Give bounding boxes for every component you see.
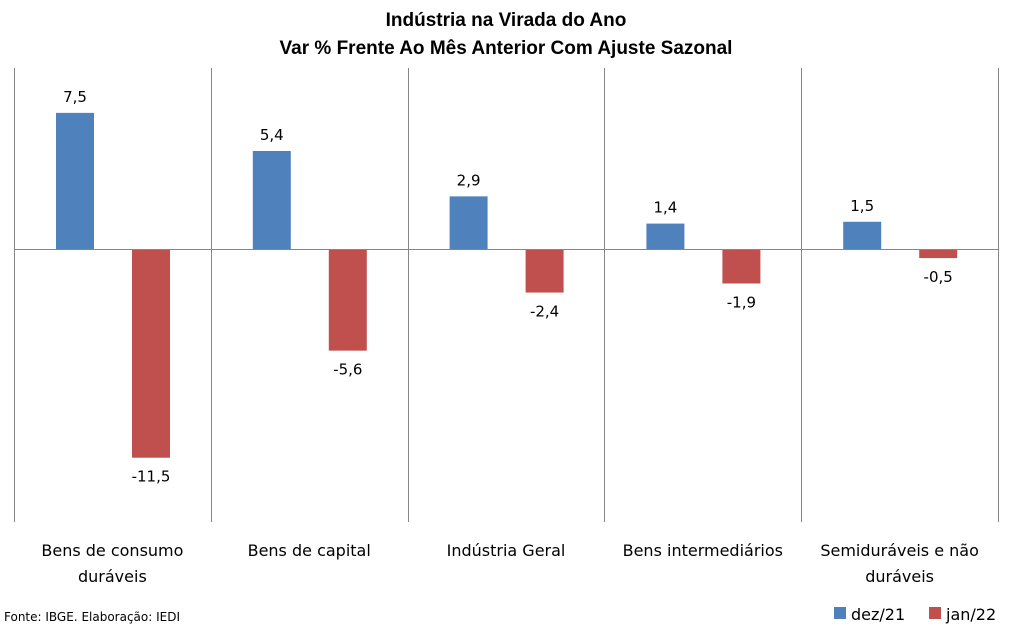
chart-title: Indústria na Virada do Ano [386, 10, 627, 31]
category-label: Bens de capital [248, 541, 371, 560]
legend-swatch [929, 607, 941, 619]
data-label: -1,9 [727, 293, 756, 311]
data-label: 1,4 [653, 199, 677, 217]
legend: dez/21 jan/22 [834, 605, 996, 624]
category-labels: Bens de consumo duráveis Bens de capital In… [41, 541, 979, 586]
bar-jan22 [328, 249, 367, 351]
data-label: 2,9 [457, 171, 481, 189]
data-labels: 7,5 5,4 2,9 1,4 1,5 -11,5 -5,6 -2,4 -1,9 -0,5 [63, 88, 953, 486]
bar-jan22 [722, 249, 761, 284]
category-label: Semiduráveis e não [820, 541, 979, 560]
bar-dez21 [646, 223, 685, 249]
bar-jan22 [525, 249, 564, 293]
data-label: -11,5 [132, 468, 171, 486]
legend-label: jan/22 [945, 605, 996, 624]
data-label: 7,5 [63, 88, 87, 106]
category-label: Indústria Geral [447, 541, 566, 560]
category-label: Bens de consumo [41, 541, 183, 560]
data-label: 1,5 [850, 197, 874, 215]
bar-dez21 [56, 112, 94, 249]
bars [56, 112, 958, 458]
category-label: Bens intermediários [623, 541, 783, 560]
bar-dez21 [843, 221, 882, 249]
bar-dez21 [449, 196, 488, 249]
bar-jan22 [919, 249, 958, 259]
data-label: 5,4 [260, 126, 284, 144]
category-separators [14, 68, 999, 522]
legend-swatch [834, 607, 846, 619]
data-label: -2,4 [530, 303, 559, 321]
data-label: -0,5 [924, 268, 953, 286]
legend-label: dez/21 [851, 605, 905, 624]
source-note: Fonte: IBGE. Elaboração: IEDI [4, 610, 180, 624]
chart-subtitle: Var % Frente Ao Mês Anterior Com Ajuste … [280, 38, 733, 59]
category-label: duráveis [865, 567, 934, 586]
data-label: -5,6 [333, 361, 362, 379]
category-label: duráveis [78, 567, 147, 586]
bar-jan22 [132, 249, 170, 458]
bar-dez21 [252, 150, 291, 249]
